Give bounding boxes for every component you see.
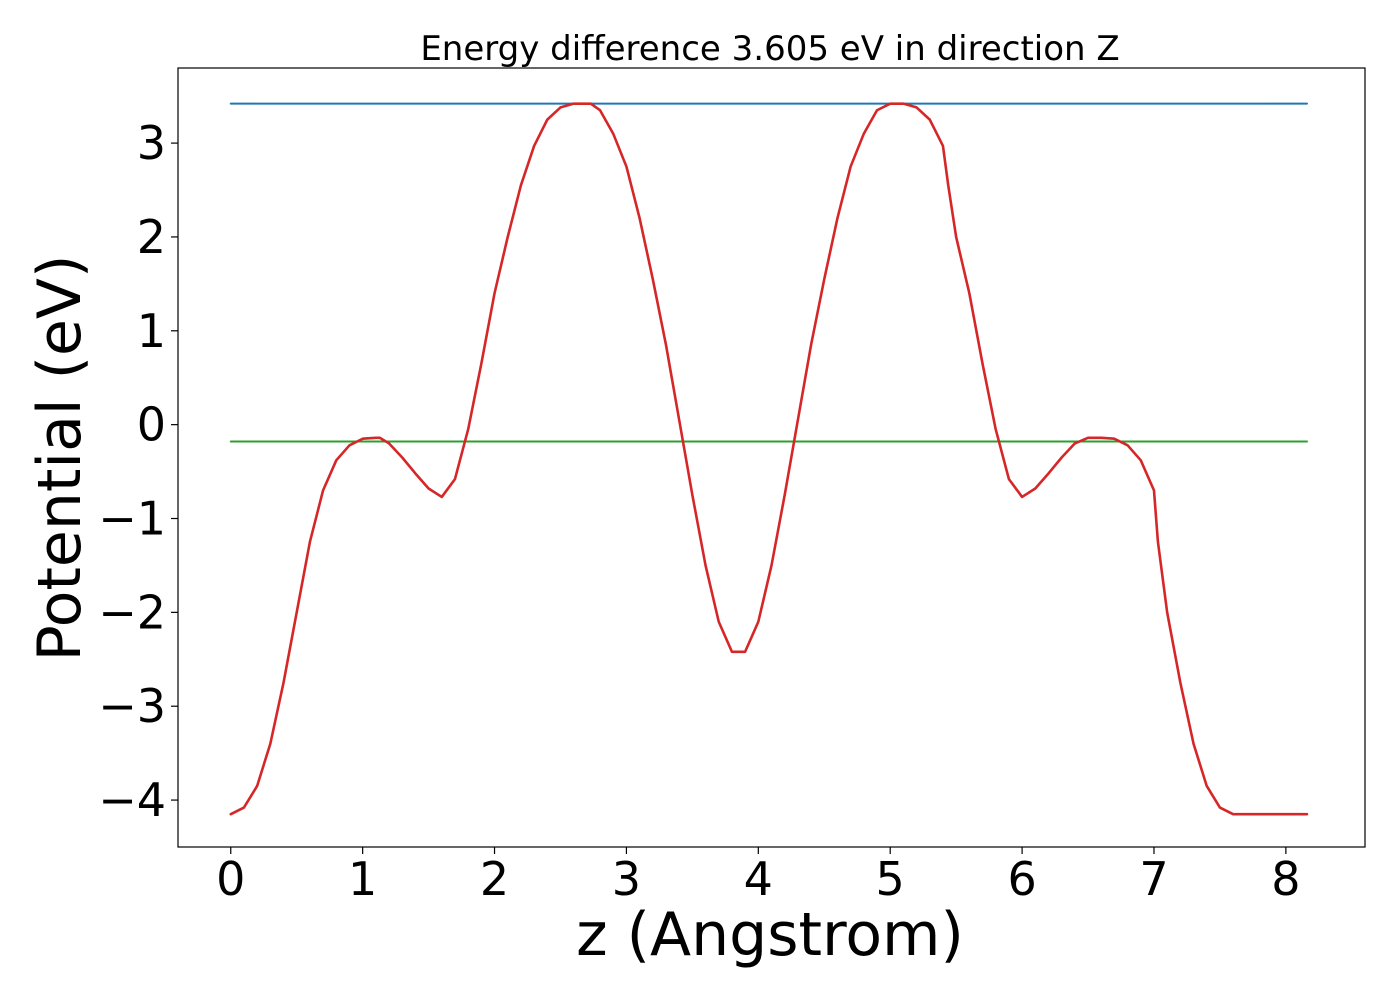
x-tick-label: 0 [216,852,245,906]
x-tick-label: 4 [744,852,773,906]
x-tick-label: 3 [612,852,641,906]
y-tick-label: −2 [98,585,166,639]
y-tick-label: 2 [137,210,166,264]
y-tick-label: 3 [137,116,166,170]
y-axis-ticks: 3 2 1 0 −1 −2 −3 −4 [98,116,178,827]
y-axis-title: Potential (eV) [25,255,95,662]
potential-curve-line [229,102,1309,816]
y-tick-label: −3 [98,679,166,733]
x-tick-label: 7 [1139,852,1168,906]
chart-title: Energy difference 3.605 eV in direction … [420,29,1119,69]
plot-frame [177,67,1366,848]
y-tick-label: −4 [98,773,166,827]
series-layer [229,102,1309,816]
x-tick-label: 1 [348,852,377,906]
x-axis-title: z (Angstrom) [576,900,964,970]
x-axis-ticks: 0 1 2 3 4 5 6 7 8 [216,847,1301,906]
x-tick-label: 5 [876,852,905,906]
y-tick-label: −1 [98,492,166,546]
x-tick-label: 6 [1007,852,1036,906]
y-tick-label: 0 [137,398,166,452]
y-tick-label: 1 [137,304,166,358]
x-tick-label: 2 [480,852,509,906]
x-tick-label: 8 [1271,852,1300,906]
